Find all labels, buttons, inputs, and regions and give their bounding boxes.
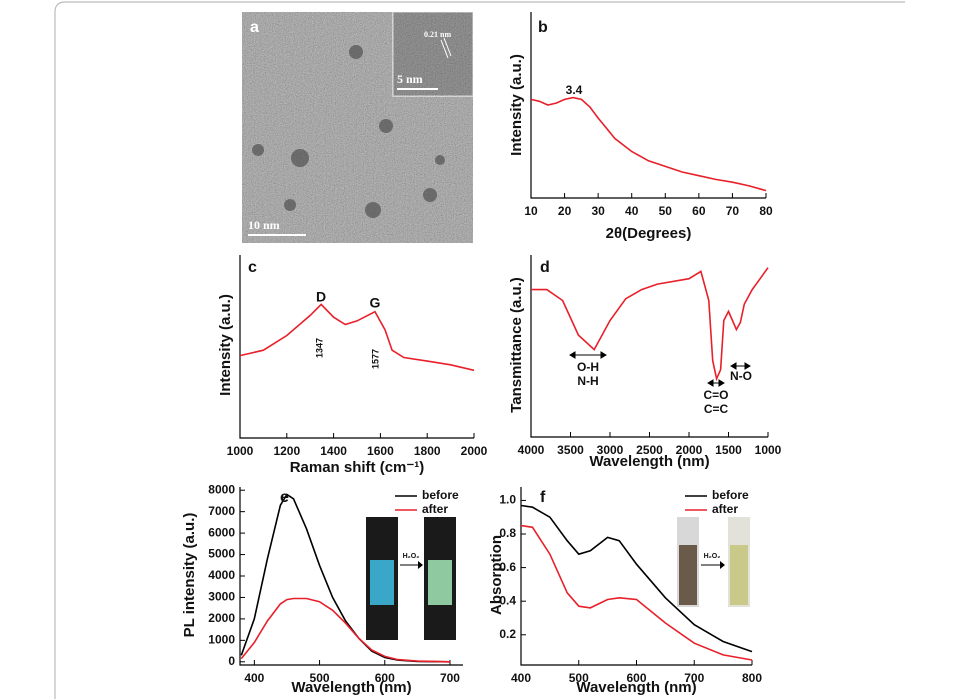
annotation: 5 nm [397,72,423,86]
x-tick-label: 500 [310,671,330,685]
annotation: 0.21 nm [424,30,451,39]
y-tick-label: 4000 [208,568,235,582]
y-axis-label: PL intensity (a.u.) [181,513,198,638]
panel-label: d [540,259,550,276]
data-line [530,96,767,192]
x-tick-label: 40 [625,204,639,218]
x-tick-label: 1600 [367,444,394,458]
y-tick-label: 7000 [208,504,235,518]
x-tick-label: 500 [569,671,589,685]
annotation: H₂O₂ [704,553,721,560]
panel-label: e [280,489,289,506]
legend-label: before [712,488,749,502]
x-tick-label: 1200 [273,444,300,458]
x-tick-label: 600 [375,671,395,685]
axes [239,487,463,666]
y-axis-label: Intensity (a.u.) [508,54,525,156]
x-tick-label: 600 [626,671,646,685]
tem-image [242,11,474,243]
legend-label: after [712,502,738,516]
legend-label: before [422,488,459,502]
annotation: G [370,295,381,311]
x-tick-label: 30 [591,204,605,218]
data-line [531,267,769,382]
y-tick-label: 0.2 [499,627,516,641]
axes [239,255,474,439]
annotation: N-O [730,369,752,383]
axes [530,255,768,438]
panel-label: f [540,489,546,506]
x-tick-label: 1000 [227,444,254,458]
y-axis-label: Absorption [488,535,505,615]
annotation: O-H [577,360,599,374]
y-tick-label: 8000 [208,482,235,496]
annotation: H₂O₂ [403,553,420,560]
x-tick-label: 50 [659,204,673,218]
x-tick-label: 400 [511,671,531,685]
x-axis-label: Wavelength (nm) [576,679,696,696]
inset-photo-e [366,517,456,640]
x-tick-label: 800 [742,671,762,685]
legend-label: after [422,502,448,516]
data-line [240,493,451,663]
panel-label: c [248,259,257,276]
data-line [239,303,475,372]
x-axis-label: Raman shift (cm⁻¹) [290,459,425,476]
annotation-arrows [569,351,751,387]
x-axis-label: Wavelength (nm) [291,679,411,696]
y-tick-label: 0.6 [499,560,516,574]
card-border [54,1,905,699]
annotation: C=O [703,388,728,402]
x-tick-label: 3500 [557,443,584,457]
y-tick-label: 2000 [208,611,235,625]
x-tick-label: 2500 [636,443,663,457]
y-tick-label: 1.0 [499,493,516,507]
x-tick-label: 1000 [755,443,782,457]
data-line [520,504,753,653]
x-tick-label: 400 [244,671,264,685]
x-tick-label: 1500 [715,443,742,457]
y-tick-label: 0.8 [499,526,516,540]
x-tick-label: 1800 [414,444,441,458]
y-tick-label: 1000 [208,633,235,647]
x-tick-label: 80 [759,204,773,218]
x-tick-label: 2000 [461,444,488,458]
y-tick-label: 3000 [208,590,235,604]
x-tick-label: 70 [726,204,740,218]
x-tick-label: 700 [684,671,704,685]
x-tick-label: 60 [692,204,706,218]
y-axis-label: Intensity (a.u.) [217,294,234,396]
x-tick-label: 3000 [597,443,624,457]
x-tick-label: 1400 [320,444,347,458]
annotation: 1347 [314,338,324,358]
annotation: 1577 [370,349,380,369]
x-tick-label: 2000 [676,443,703,457]
inset-photo-f [677,517,750,607]
data-line [240,597,451,663]
panel-label: a [250,19,259,36]
annotation: 10 nm [248,218,280,232]
annotation: D [316,289,326,305]
y-tick-label: 6000 [208,525,235,539]
x-tick-label: 10 [524,204,538,218]
x-axis-label: Wavelength (nm) [589,453,709,470]
y-tick-label: 5000 [208,547,235,561]
annotation: C=C [704,402,729,416]
x-tick-label: 20 [558,204,572,218]
x-tick-label: 700 [440,671,460,685]
data-line [520,524,753,661]
x-tick-label: 4000 [518,443,545,457]
y-tick-label: 0.4 [499,593,516,607]
panel-label: b [538,19,548,36]
x-axis-label: 2θ(Degrees) [606,225,692,242]
annotation: N-H [577,374,598,388]
annotation: 3.4 [566,83,583,97]
y-tick-label: 0 [228,654,235,668]
axes [530,12,766,199]
y-axis-label: Tansmittance (a.u.) [508,277,525,413]
